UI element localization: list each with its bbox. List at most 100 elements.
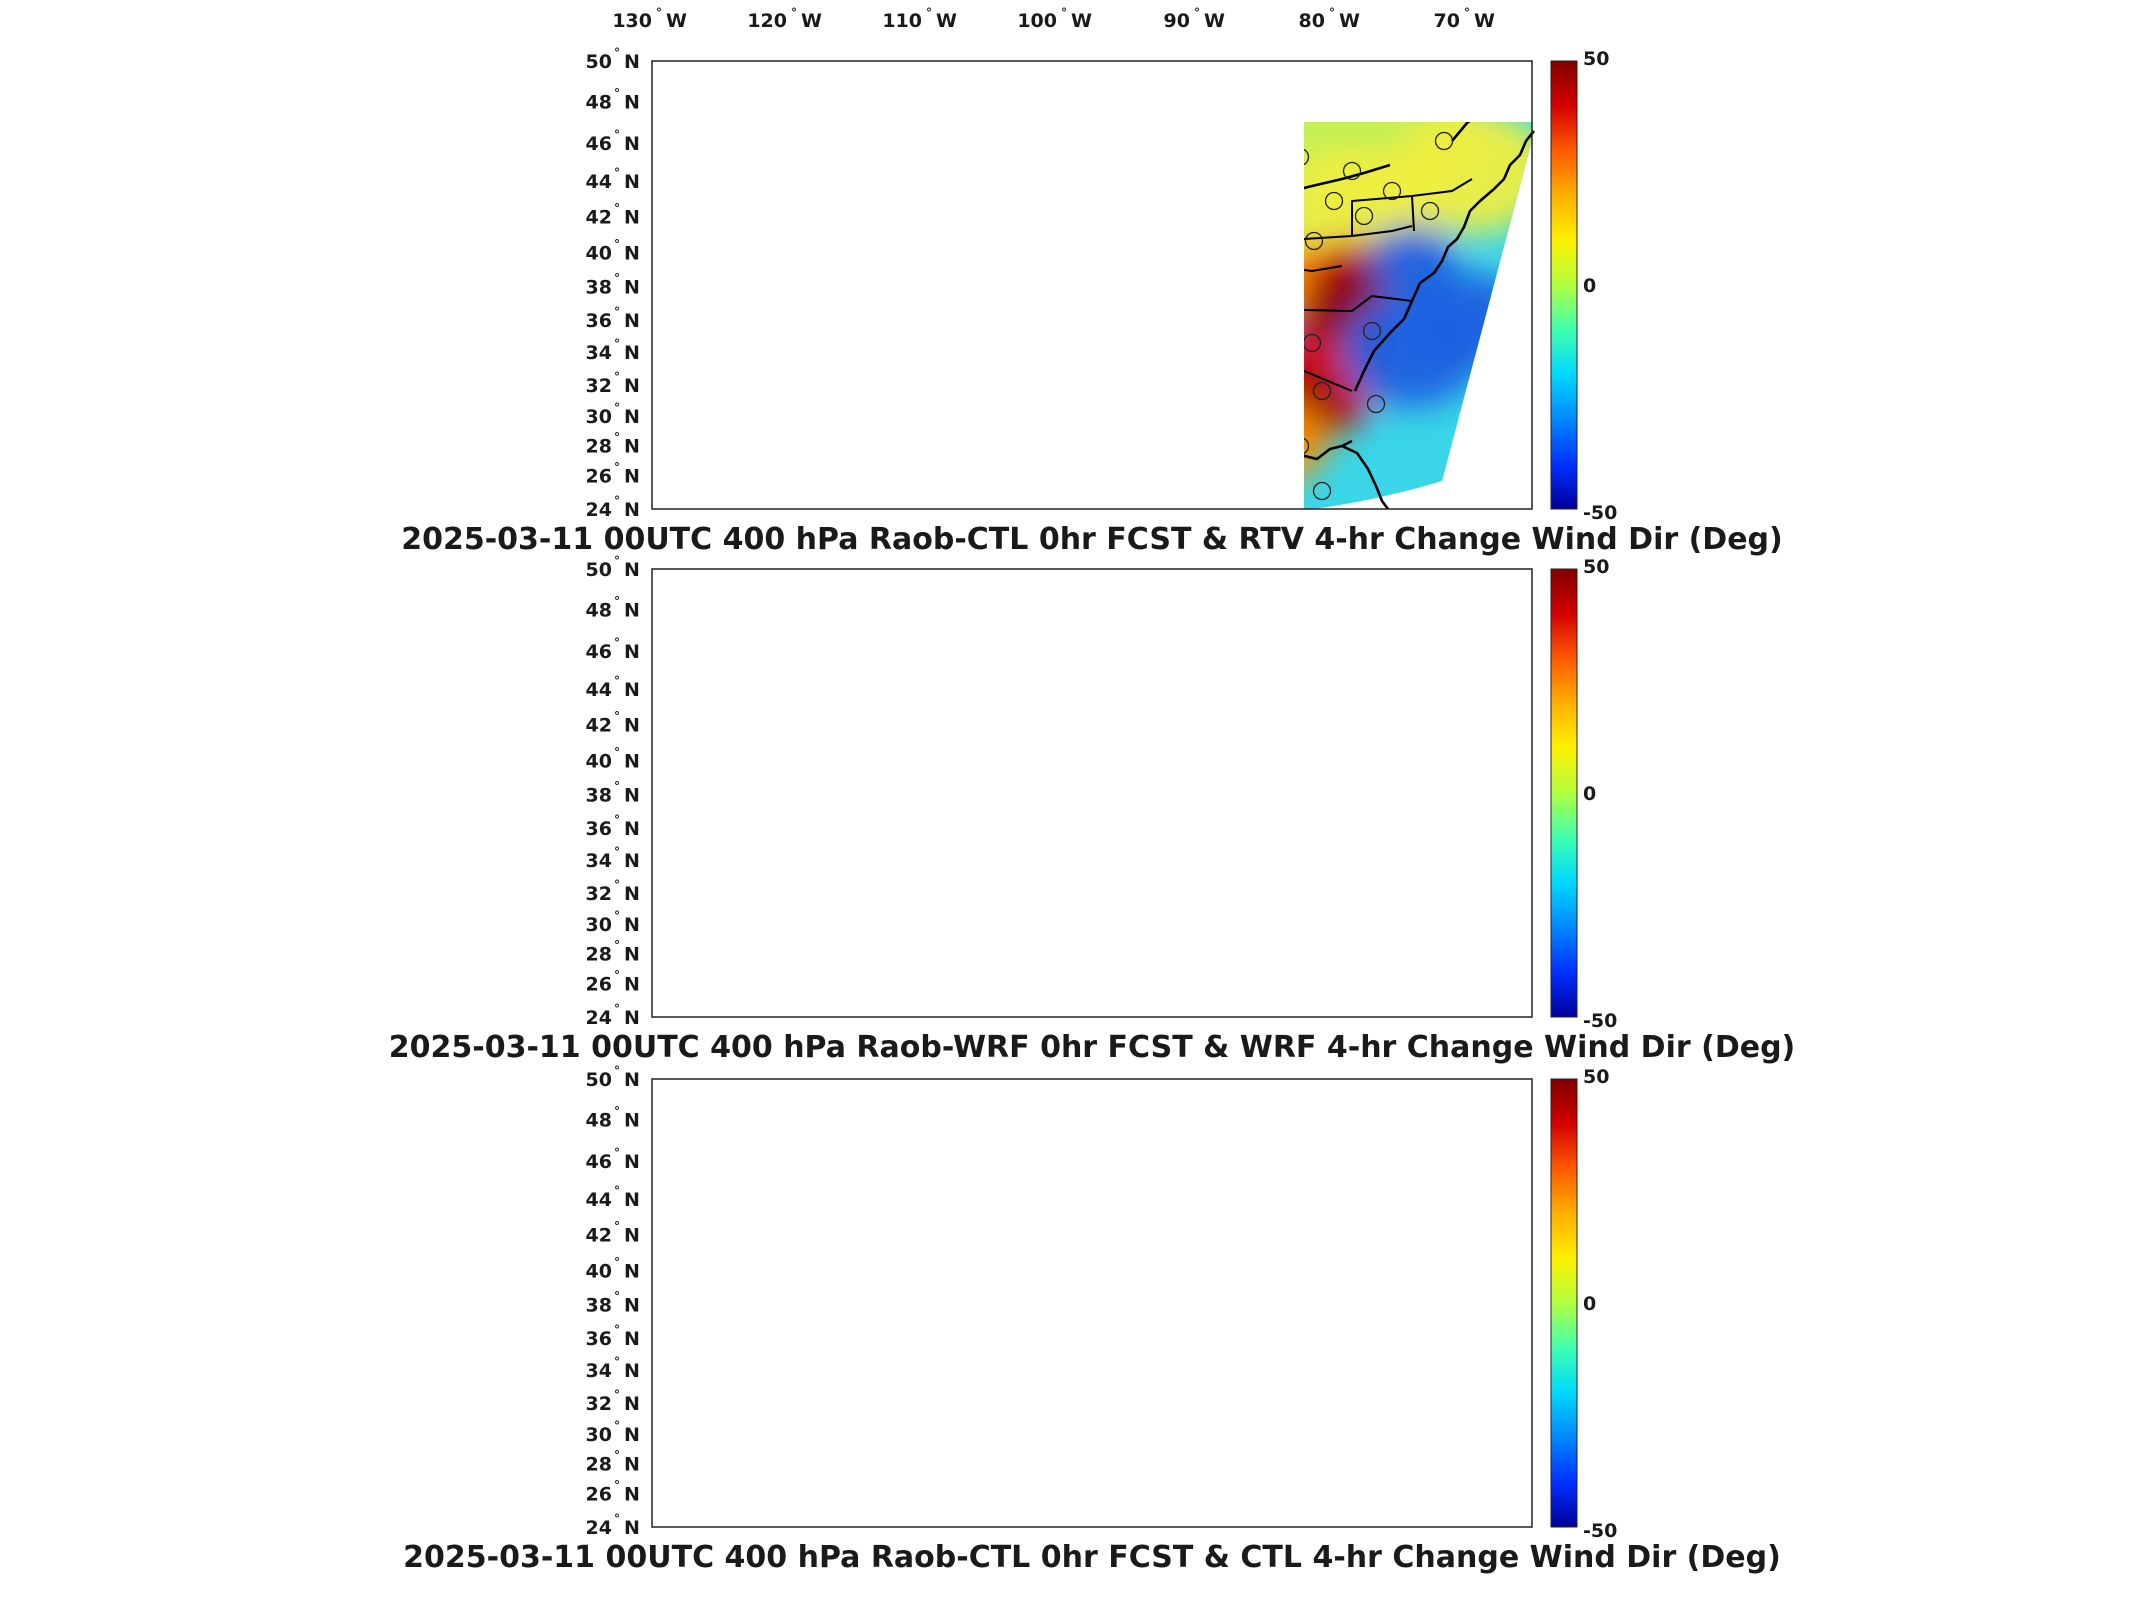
lat-hemisphere: N [624, 435, 640, 457]
raob-station-marker [1039, 1441, 1056, 1458]
lat-hemisphere: N [624, 1294, 640, 1316]
raob-station-marker [1072, 833, 1089, 850]
raob-station-marker [1344, 1181, 1361, 1198]
degree-symbol: ° [614, 909, 620, 923]
raob-station-marker [1312, 481, 1332, 501]
raob-station-marker [1269, 956, 1286, 973]
lat-tick-label: 40 [586, 1260, 612, 1282]
degree-symbol: ° [614, 845, 620, 859]
raob-station-marker [1254, 709, 1271, 726]
raob-station-marker [1304, 231, 1324, 251]
lat-hemisphere: N [624, 883, 640, 905]
lat-tick-label: 36 [586, 1328, 612, 1350]
raob-station-marker [1082, 358, 1099, 375]
raob-station-marker [1204, 659, 1221, 676]
lat-tick-label: 50 [586, 559, 612, 581]
lat-tick-label: 46 [586, 133, 612, 155]
field-patch [1012, 641, 1232, 817]
raob-station-marker [1124, 1456, 1141, 1473]
raob-station-marker [1024, 726, 1041, 743]
lat-tick-label: 38 [586, 276, 612, 298]
raob-station-marker [934, 378, 951, 395]
field-patch [1287, 1310, 1397, 1398]
field-patch [1142, 1423, 1282, 1535]
raob-station-marker [1010, 1344, 1027, 1361]
field-patch [892, 1291, 1012, 1387]
field-patch [1217, 861, 1287, 917]
lat-hemisphere: N [624, 850, 640, 872]
field-patch [1147, 1253, 1237, 1325]
lon-tick-label: 100 [1017, 10, 1057, 32]
raob-station-marker [1186, 1306, 1203, 1323]
field-patch [1307, 749, 1407, 829]
wind-direction-field [652, 1046, 1552, 1535]
map-frame [651, 60, 1533, 510]
raob-station-marker [1124, 946, 1141, 963]
field-patch [1304, 317, 1307, 405]
field-patch [1197, 313, 1267, 369]
raob-station-marker [1312, 381, 1332, 401]
colorbar-tick-label: 0 [1583, 783, 1596, 805]
lat-tick-label: 38 [586, 784, 612, 806]
raob-station-marker [1264, 153, 1281, 170]
raob-station-marker [1039, 423, 1056, 440]
lat-hemisphere: N [624, 465, 640, 487]
lon-hemisphere: W [666, 10, 687, 32]
raob-station-marker [1072, 766, 1089, 783]
field-patch [1002, 329, 1082, 393]
field-patch [892, 781, 1012, 877]
lat-tick-label: 26 [586, 973, 612, 995]
raob-station-marker [932, 1281, 949, 1298]
raob-station-marker [1006, 386, 1023, 403]
field-patch [1272, 655, 1432, 783]
degree-symbol: ° [1061, 6, 1067, 20]
field-patch [1327, 741, 1397, 797]
map-frame [651, 1078, 1533, 1528]
lat-tick-label: 48 [586, 599, 612, 621]
degree-symbol: ° [1464, 6, 1470, 20]
lat-hemisphere: N [624, 818, 640, 840]
field-patch [1042, 787, 1122, 851]
raob-station-marker [1356, 1226, 1373, 1243]
degree-symbol: ° [614, 554, 620, 568]
field-patch [1167, 262, 1227, 310]
lat-hemisphere: N [624, 784, 640, 806]
raob-station-marker [930, 183, 947, 200]
raob-station-marker [1024, 1236, 1041, 1253]
field-patch [1412, 1281, 1532, 1377]
lat-hemisphere: N [624, 499, 640, 521]
lat-tick-label: 30 [586, 1424, 612, 1446]
raob-station-marker [1384, 1201, 1401, 1218]
lat-tick-label: 32 [586, 883, 612, 905]
raob-station-marker [944, 836, 961, 853]
raob-station-marker [1124, 438, 1141, 455]
lat-hemisphere: N [624, 51, 640, 73]
raob-station-marker [1344, 671, 1361, 688]
colorbar-scale [1550, 60, 1578, 510]
degree-symbol: ° [614, 46, 620, 60]
degree-symbol: ° [614, 1104, 620, 1118]
raob-station-marker [1240, 1286, 1257, 1303]
degree-symbol: ° [656, 6, 662, 20]
raob-station-marker [1286, 911, 1303, 928]
lat-tick-label: 42 [586, 714, 612, 736]
raob-stations [892, 1101, 1453, 1518]
map-panels: 50 ° N48 ° N46 ° N44 ° N42 ° N40 ° N38 ° N36 ° N34 ° N32 ° N… [389, 33, 1796, 1575]
degree-symbol: ° [614, 237, 620, 251]
degree-symbol: ° [614, 674, 620, 688]
field-patch [812, 45, 1052, 237]
lat-tick-label: 46 [586, 641, 612, 663]
lat-tick-label: 26 [586, 1483, 612, 1505]
degree-symbol: ° [614, 1184, 620, 1198]
degree-symbol: ° [614, 337, 620, 351]
degree-symbol: ° [614, 401, 620, 415]
raob-station-marker [1142, 348, 1159, 365]
wind-direction-field [812, 33, 1536, 510]
lat-tick-label: 34 [586, 1360, 612, 1382]
raob-station-marker [1076, 686, 1093, 703]
field-patch [1192, 1406, 1312, 1502]
raob-station-marker [1420, 201, 1440, 221]
raob-station-marker [1306, 741, 1323, 758]
field-patch [972, 33, 1192, 209]
degree-symbol: ° [1329, 6, 1335, 20]
